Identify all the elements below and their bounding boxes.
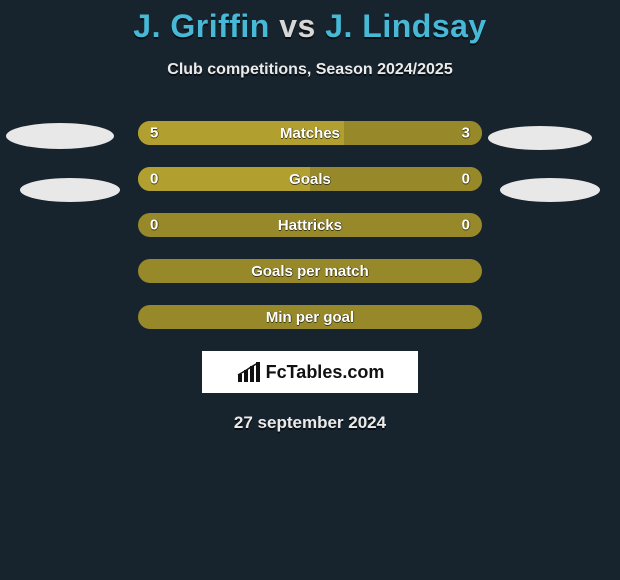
logo-box: FcTables.com <box>202 351 418 393</box>
stat-right-value: 0 <box>462 217 470 234</box>
logo-text: FcTables.com <box>266 362 385 383</box>
stat-bars: 5 3 Matches 0 0 Goals 0 0 Hattricks Goals per mat… <box>0 121 620 329</box>
player2-name: J. Lindsay <box>325 8 487 44</box>
bars-chart-icon <box>236 360 262 384</box>
decorative-ellipse <box>20 178 120 202</box>
decorative-ellipse <box>500 178 600 202</box>
stat-bar: Goals per match <box>138 259 482 283</box>
stat-label: Goals per match <box>251 263 369 280</box>
comparison-title: J. Griffin vs J. Lindsay <box>0 0 620 45</box>
stat-bar: 0 0 Goals <box>138 167 482 191</box>
stat-left-value: 0 <box>150 217 158 234</box>
subtitle: Club competitions, Season 2024/2025 <box>0 61 620 79</box>
stat-label: Hattricks <box>278 217 342 234</box>
stat-label: Matches <box>280 125 340 142</box>
stat-right-value: 3 <box>462 125 470 142</box>
player1-name: J. Griffin <box>133 8 270 44</box>
stat-bar: 5 3 Matches <box>138 121 482 145</box>
stat-bar: 0 0 Hattricks <box>138 213 482 237</box>
stat-left-value: 5 <box>150 125 158 142</box>
stat-bar-right-seg <box>310 167 482 191</box>
stat-label: Min per goal <box>266 309 354 326</box>
decorative-ellipse <box>6 123 114 149</box>
stat-left-value: 0 <box>150 171 158 188</box>
stat-bar: Min per goal <box>138 305 482 329</box>
vs-label: vs <box>279 8 316 44</box>
stat-label: Goals <box>289 171 331 188</box>
stat-bar-left-seg <box>138 167 310 191</box>
snapshot-date: 27 september 2024 <box>0 413 620 433</box>
decorative-ellipse <box>488 126 592 150</box>
stat-right-value: 0 <box>462 171 470 188</box>
